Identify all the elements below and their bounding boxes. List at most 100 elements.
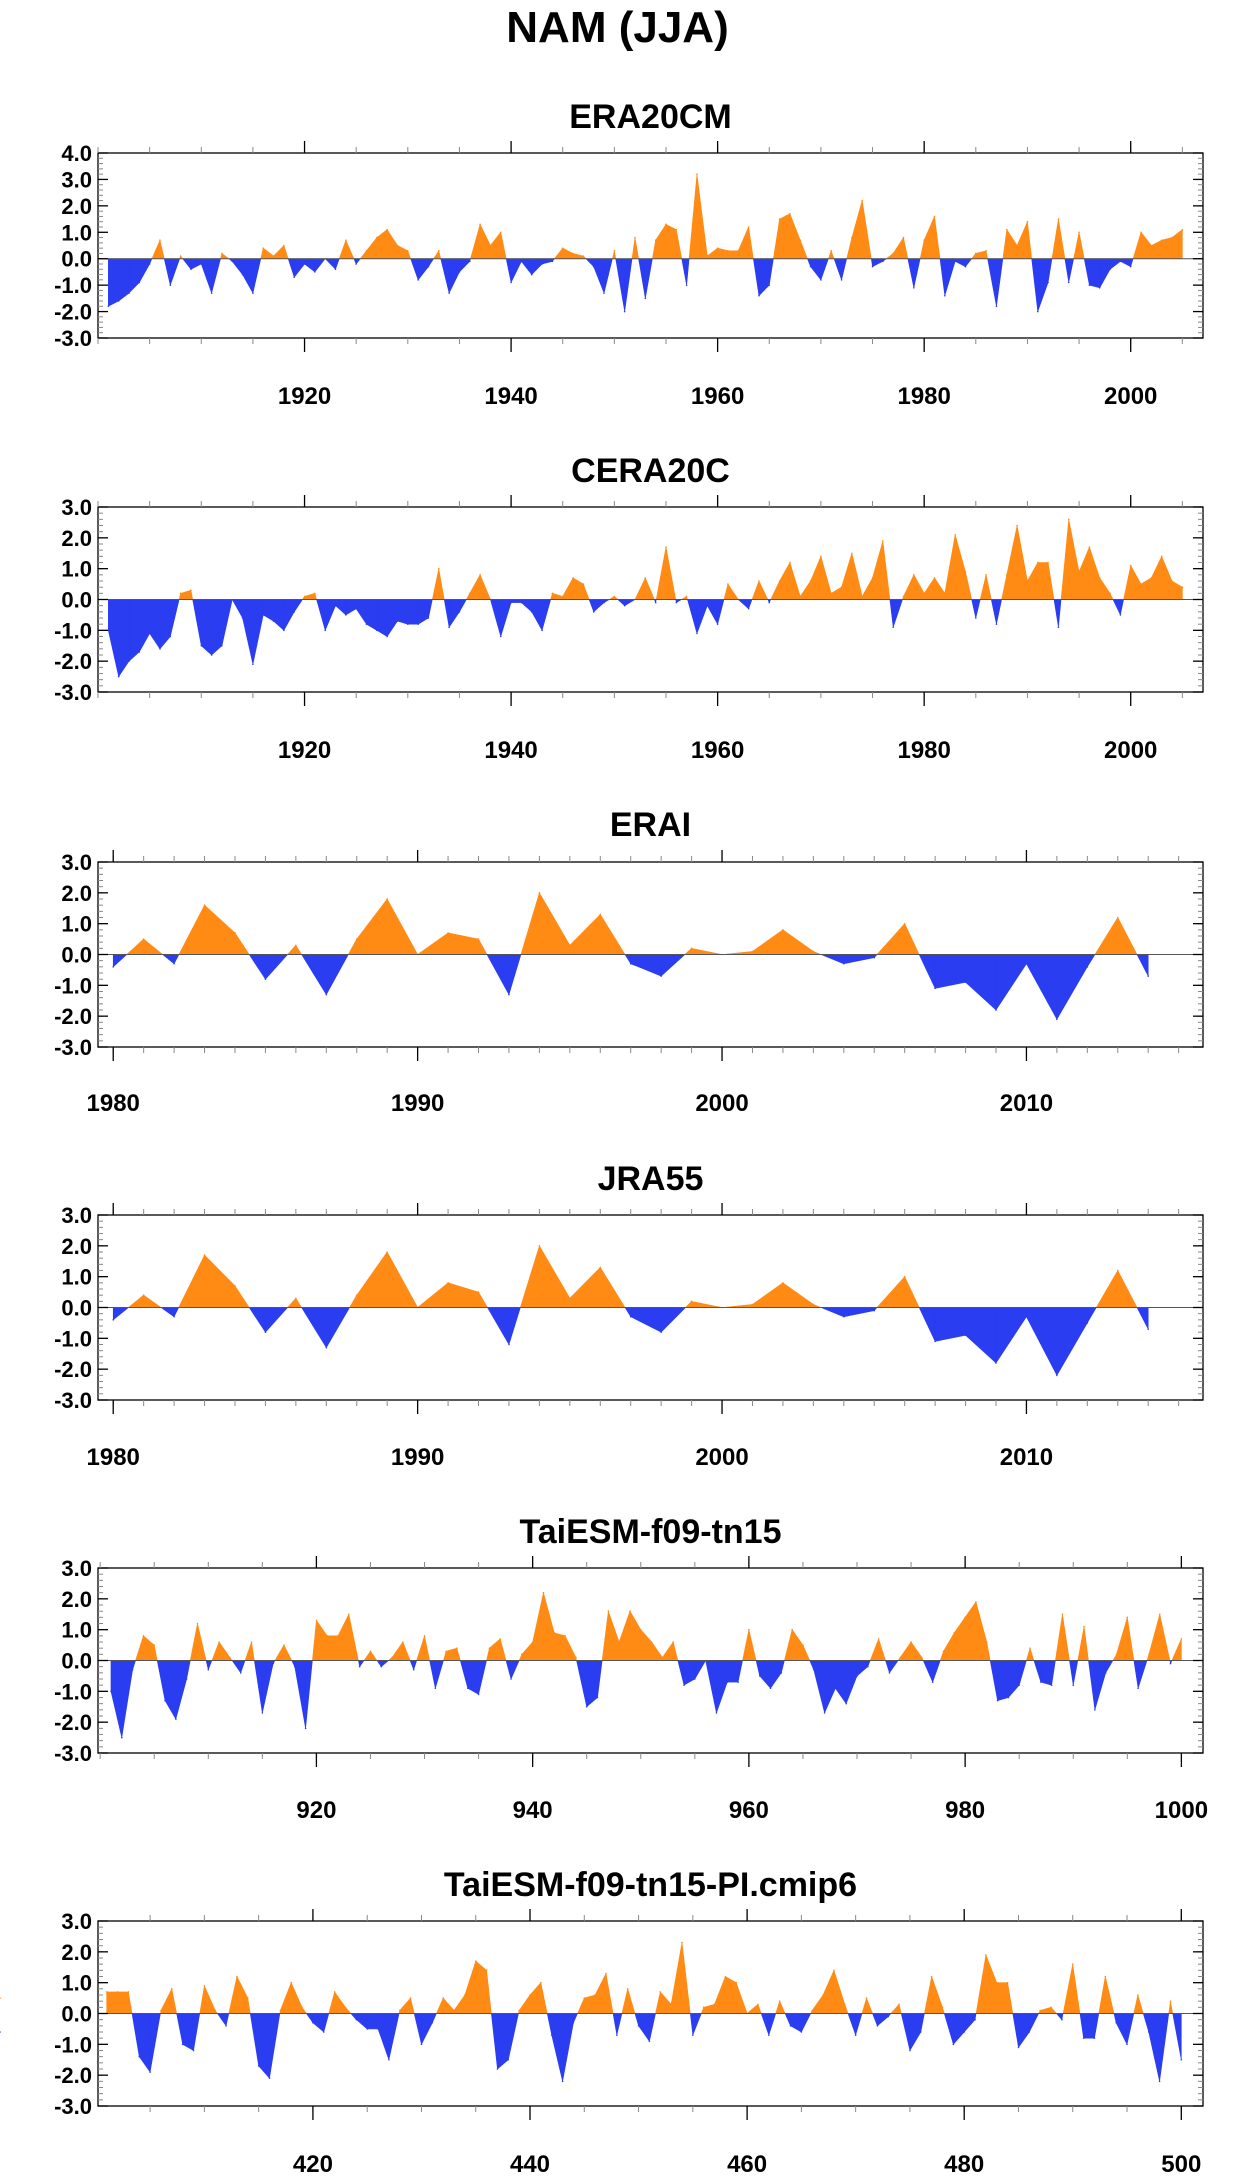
data-point <box>0 1997 1 1999</box>
data-point <box>551 592 554 595</box>
data-point <box>246 1997 249 1999</box>
data-point <box>931 1681 934 1683</box>
positive-area <box>127 1244 1138 1308</box>
data-point <box>1094 1709 1096 1711</box>
data-point <box>834 1687 837 1690</box>
data-point <box>942 1650 945 1653</box>
data-point <box>148 263 151 265</box>
data-point <box>402 1641 404 1643</box>
x-tick-label: 1940 <box>484 737 537 764</box>
data-point <box>747 607 750 610</box>
y-tick-label: 2.0 <box>61 1587 92 1612</box>
x-tick-label: 2010 <box>1000 1090 1053 1117</box>
data-point <box>290 1981 293 1984</box>
y-tick-label: -3.0 <box>54 1741 92 1766</box>
y-tick-label: 2.0 <box>61 526 92 551</box>
data-point <box>672 1641 675 1643</box>
data-point <box>769 1687 772 1690</box>
y-tick-label: 0.0 <box>61 247 92 272</box>
data-point <box>377 2028 379 2030</box>
data-point <box>692 2034 694 2036</box>
data-point <box>551 260 554 263</box>
data-point <box>110 1690 112 1693</box>
data-point <box>888 1672 891 1674</box>
data-point <box>892 626 894 629</box>
data-point <box>735 1981 738 1984</box>
data-point <box>964 981 967 984</box>
data-point <box>272 255 275 257</box>
data-point <box>412 1668 415 1671</box>
data-point <box>179 255 182 257</box>
x-tick-label: 480 <box>944 2151 984 2178</box>
data-point <box>843 962 845 965</box>
x-tick-label: 1940 <box>484 383 537 410</box>
data-point <box>675 228 678 231</box>
data-point <box>458 271 461 273</box>
data-point <box>690 947 693 950</box>
x-tick-label: 420 <box>293 2151 333 2178</box>
data-point <box>913 574 915 576</box>
positive-area <box>178 519 1183 600</box>
data-point <box>550 2034 553 2036</box>
data-point <box>1016 244 1018 247</box>
y-tick-label: -1.0 <box>54 1326 92 1351</box>
y-tick-label: 1.0 <box>61 220 92 245</box>
data-point <box>496 2068 499 2070</box>
data-point <box>417 623 419 625</box>
data-point <box>727 583 729 585</box>
data-point <box>789 561 791 564</box>
data-point <box>1086 966 1089 968</box>
data-point <box>644 577 647 579</box>
data-point <box>1067 281 1070 284</box>
data-point <box>272 1662 274 1665</box>
data-point <box>789 2025 792 2027</box>
x-tick-label: 1920 <box>278 737 331 764</box>
data-point <box>171 1988 173 1990</box>
data-point <box>1171 236 1173 239</box>
data-point <box>887 2015 890 2018</box>
data-point <box>799 595 802 598</box>
data-point <box>665 223 667 226</box>
chart-panel-3: JRA55 3.0 2.0 1.0 0.0 -1.0 -2.0 -3.0 1980 1990 200… <box>54 1160 1204 1471</box>
data-point <box>344 2006 347 2009</box>
x-tick-label: 2010 <box>1000 1444 1053 1471</box>
data-point <box>117 675 120 678</box>
data-point <box>623 604 626 607</box>
negative-area <box>131 2013 1182 2082</box>
data-point <box>569 1297 571 1300</box>
data-point <box>437 249 440 252</box>
data-point <box>164 1699 166 1702</box>
y-tick-label: -1.0 <box>54 973 92 998</box>
data-point <box>131 1668 134 1671</box>
data-point <box>365 623 368 625</box>
y-tick-label: 2.0 <box>61 881 92 906</box>
data-point <box>964 265 967 268</box>
y-tick-label: -2.0 <box>54 1004 92 1029</box>
data-point <box>431 2021 434 2024</box>
data-point <box>169 284 172 286</box>
data-point <box>812 1668 815 1671</box>
data-point <box>1017 2046 1020 2049</box>
data-point <box>650 1641 653 1643</box>
data-point <box>236 1975 238 1978</box>
data-point <box>1071 1963 1074 1965</box>
data-point <box>207 1668 210 1671</box>
data-point <box>499 1638 502 1640</box>
data-point <box>417 279 419 281</box>
data-point <box>541 629 543 632</box>
chart-title: JRA55 <box>598 1160 704 1198</box>
data-point <box>909 2049 911 2052</box>
data-point <box>934 987 936 990</box>
data-point <box>696 173 698 175</box>
data-point <box>599 913 602 916</box>
data-point <box>229 1656 231 1659</box>
data-point <box>944 592 946 595</box>
data-point <box>702 2006 705 2009</box>
data-point <box>715 1712 718 1714</box>
data-point <box>1180 2058 1183 2061</box>
data-point <box>843 1315 845 1318</box>
data-point <box>910 1641 912 1643</box>
y-tick-label: 0.0 <box>61 943 92 968</box>
x-tick-label: 1980 <box>897 737 950 764</box>
data-point <box>1116 1269 1119 1272</box>
